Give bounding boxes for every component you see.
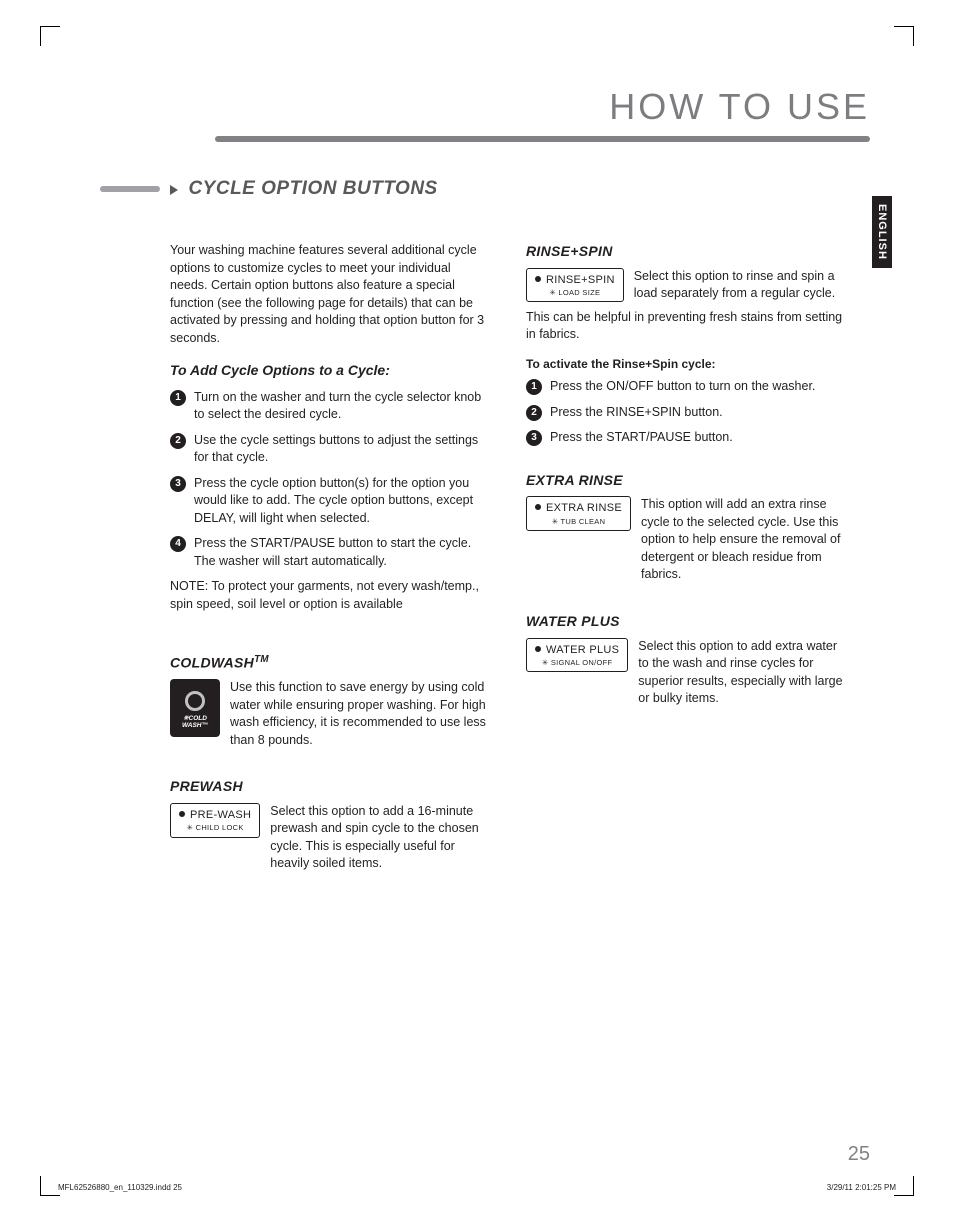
step-text: Turn on the washer and turn the cycle se… [194,390,481,422]
button-main-label: EXTRA RINSE [546,502,622,514]
rinsespin-para: This can be helpful in preventing fresh … [526,309,844,344]
button-sub-label: ✳ CHILD LOCK [179,823,251,834]
footer-left: MFL62526880_en_110329.indd 25 [58,1183,182,1192]
add-cycle-steps: 1 Turn on the washer and turn the cycle s… [170,389,488,571]
rinsespin-lead: Select this option to rinse and spin a l… [634,268,844,303]
section-arrow-icon [170,185,178,195]
extrarinse-block: EXTRA RINSE ✳ TUB CLEAN This option will… [526,496,844,584]
crop-mark-tr [894,26,914,46]
prewash-button-graphic: PRE-WASH ✳ CHILD LOCK [170,803,260,838]
step-text: Use the cycle settings buttons to adjust… [194,433,478,465]
coldwash-heading-sup: TM [254,654,269,665]
button-sub-label: ✳ TUB CLEAN [535,517,622,528]
prewash-block: PRE-WASH ✳ CHILD LOCK Select this option… [170,803,488,873]
page-number: 25 [848,1143,870,1166]
step-number-icon: 2 [170,433,186,449]
add-cycle-heading: To Add Cycle Options to a Cycle: [170,361,488,381]
list-item: 3 Press the cycle option button(s) for th… [170,475,488,528]
list-item: 4 Press the START/PAUSE button to start t… [170,535,488,570]
crop-mark-br [894,1176,914,1196]
right-column: RINSE+SPIN RINSE+SPIN ✳ LOAD SIZE Select… [526,242,844,873]
waterplus-heading: WATER PLUS [526,612,844,632]
coldwash-ring-icon [185,691,205,711]
extrarinse-button-graphic: EXTRA RINSE ✳ TUB CLEAN [526,496,631,531]
list-item: 3 Press the START/PAUSE button. [526,429,844,447]
step-number-icon: 4 [170,536,186,552]
activate-heading: To activate the Rinse+Spin cycle: [526,356,844,373]
indicator-dot-icon [179,811,185,817]
language-tab: ENGLISH [872,196,892,268]
indicator-dot-icon [535,504,541,510]
note-paragraph: NOTE: To protect your garments, not ever… [170,578,488,613]
indicator-dot-icon [535,276,541,282]
crop-mark-tl [40,26,60,46]
step-number-icon: 3 [526,430,542,446]
heading-rule [215,136,870,142]
footer-right: 3/29/11 2:01:25 PM [827,1183,896,1192]
step-number-icon: 1 [170,390,186,406]
left-column: Your washing machine features several ad… [170,242,488,873]
waterplus-button-graphic: WATER PLUS ✳ SIGNAL ON/OFF [526,638,628,673]
waterplus-block: WATER PLUS ✳ SIGNAL ON/OFF Select this o… [526,638,844,708]
waterplus-text: Select this option to add extra water to… [638,638,844,708]
list-item: 2 Press the RINSE+SPIN button. [526,404,844,422]
button-sub-label: ✳ LOAD SIZE [535,288,615,299]
extrarinse-heading: EXTRA RINSE [526,471,844,491]
coldwash-icon-label2: WASH™ [182,722,208,729]
coldwash-block: ✳COLD WASH™ Use this function to save en… [170,679,488,749]
section-title: CYCLE OPTION BUTTONS [188,178,437,199]
page-heading: HOW TO USE [609,86,870,128]
step-text: Press the cycle option button(s) for the… [194,476,473,525]
step-number-icon: 2 [526,405,542,421]
rinsespin-steps: 1 Press the ON/OFF button to turn on the … [526,378,844,447]
rinsespin-button-graphic: RINSE+SPIN ✳ LOAD SIZE [526,268,624,303]
button-sub-label: ✳ SIGNAL ON/OFF [535,658,619,669]
two-column-layout: Your washing machine features several ad… [170,242,844,873]
coldwash-heading: COLDWASHTM [170,653,488,673]
prewash-heading: PREWASH [170,777,488,797]
rinsespin-heading: RINSE+SPIN [526,242,844,262]
step-text: Press the START/PAUSE button to start th… [194,536,471,568]
section-header-row: CYCLE OPTION BUTTONS [170,178,844,200]
section-bullet-bar [100,186,160,192]
crop-mark-bl [40,1176,60,1196]
indicator-dot-icon [535,646,541,652]
intro-paragraph: Your washing machine features several ad… [170,242,488,347]
list-item: 1 Turn on the washer and turn the cycle s… [170,389,488,424]
step-text: Press the RINSE+SPIN button. [550,405,723,419]
button-main-label: WATER PLUS [546,644,619,656]
list-item: 1 Press the ON/OFF button to turn on the … [526,378,844,396]
coldwash-icon: ✳COLD WASH™ [170,679,220,737]
step-text: Press the START/PAUSE button. [550,430,733,444]
extrarinse-text: This option will add an extra rinse cycl… [641,496,844,584]
coldwash-heading-text: COLDWASH [170,655,254,671]
rinsespin-block: RINSE+SPIN ✳ LOAD SIZE Select this optio… [526,268,844,303]
button-main-label: PRE-WASH [190,809,251,821]
content-area: CYCLE OPTION BUTTONS Your washing machin… [170,178,844,873]
coldwash-icon-label1: ✳COLD [183,715,207,722]
step-text: Press the ON/OFF button to turn on the w… [550,379,815,393]
list-item: 2 Use the cycle settings buttons to adjus… [170,432,488,467]
button-main-label: RINSE+SPIN [546,274,615,286]
step-number-icon: 3 [170,476,186,492]
step-number-icon: 1 [526,379,542,395]
prewash-text: Select this option to add a 16-minute pr… [270,803,488,873]
coldwash-text: Use this function to save energy by usin… [230,679,488,749]
